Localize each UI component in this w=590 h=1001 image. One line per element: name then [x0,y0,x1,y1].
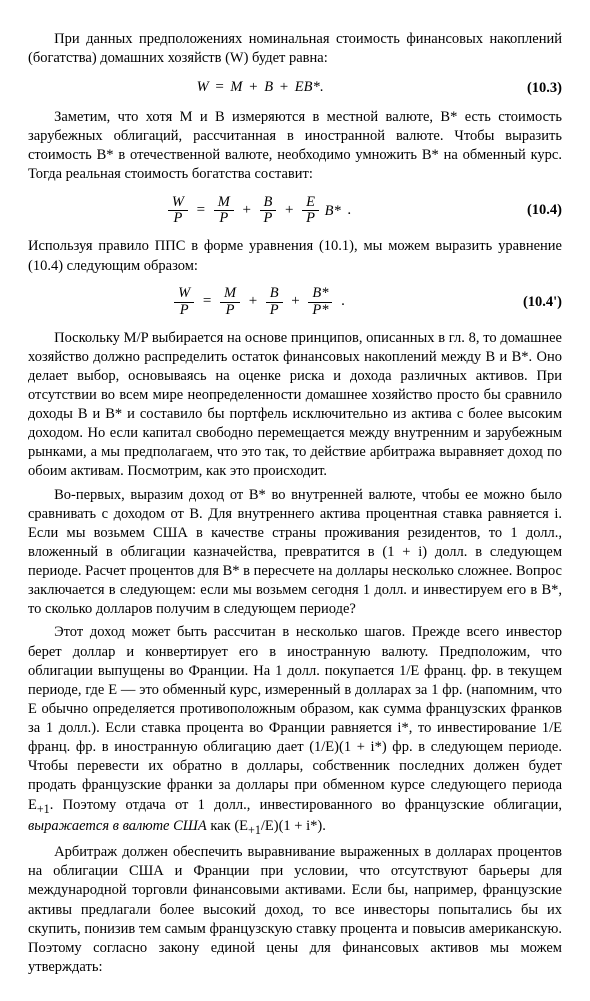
equation-10-4: WP = MP + BP + EP B* . (10.4) [28,195,562,228]
equation-number-10-4: (10.4) [492,201,562,220]
equation-number-10-3: (10.3) [492,79,562,98]
paragraph-4: Поскольку M/P выбирается на основе принц… [28,329,562,482]
paragraph-6: Этот доход может быть рассчитан в нескол… [28,623,562,839]
equation-10-3-expr: W = M + B + EB*. [28,78,492,98]
paragraph-1: При данных предположениях номинальная ст… [28,30,562,68]
equation-number-10-4-prime: (10.4') [492,293,562,312]
paragraph-3: Используя правило ППС в форме уравнения … [28,237,562,275]
equation-10-4-prime-expr: WP = MP + BP + B*P* . [28,286,492,319]
equation-10-4-expr: WP = MP + BP + EP B* . [28,195,492,228]
equation-10-4-prime: WP = MP + BP + B*P* . (10.4') [28,286,562,319]
equation-10-3: W = M + B + EB*. (10.3) [28,78,562,98]
paragraph-2: Заметим, что хотя M и B измеряются в мес… [28,108,562,185]
paragraph-5: Во-первых, выразим доход от B* во внутре… [28,486,562,620]
